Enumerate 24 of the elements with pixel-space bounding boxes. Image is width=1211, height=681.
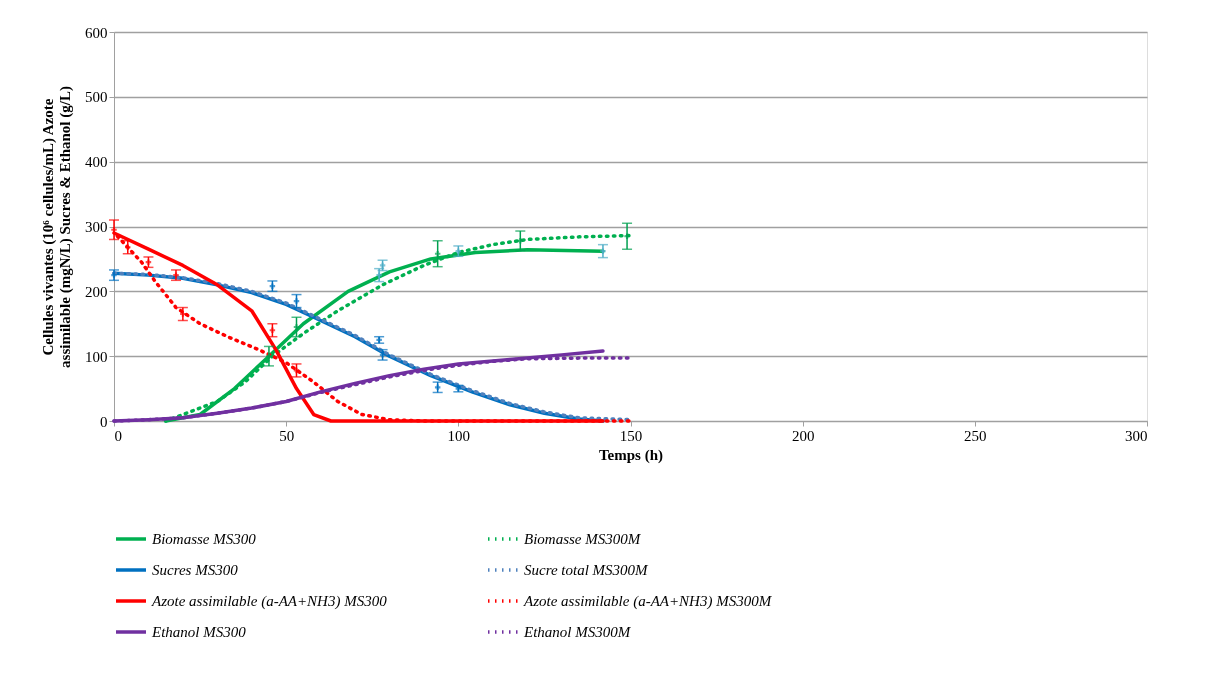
x-tick-label: 300 xyxy=(1125,427,1148,444)
y-tick-label: 600 xyxy=(85,24,108,41)
legend-label: Biomasse MS300M xyxy=(524,531,642,547)
legend-label: Azote assimilable (a-AA+NH3) MS300 xyxy=(151,593,388,610)
y-axis-title: Cellules vivantes (10⁶ cellules/mL) Azote assimilable (mgN/L) Sucres & Ethanol (g/L) xyxy=(40,86,74,368)
x-tick-label: 250 xyxy=(964,427,987,444)
y-tick-label: 0 xyxy=(100,413,108,430)
y-tick-label: 500 xyxy=(85,89,108,106)
legend-label: Ethanol MS300 xyxy=(151,624,247,640)
legend-label: Sucre total MS300M xyxy=(524,562,650,578)
x-tick-label: 0 xyxy=(114,427,122,444)
legend-label: Sucres MS300 xyxy=(152,562,239,578)
y-tick-label: 200 xyxy=(85,283,108,300)
y-tick-label: 400 xyxy=(85,154,108,171)
y-tick-label: 100 xyxy=(85,348,108,365)
y-tick-label: 300 xyxy=(85,219,108,235)
legend-label: Biomasse MS300 xyxy=(152,531,257,547)
x-tick-label: 100 xyxy=(447,427,471,444)
x-tick-label: 50 xyxy=(279,427,295,444)
x-tick-label: 150 xyxy=(619,427,643,444)
x-tick-label: 200 xyxy=(791,427,815,444)
legend-label: Azote assimilable (a-AA+NH3) MS300M xyxy=(523,593,773,610)
x-axis-title: Temps (h) xyxy=(598,446,664,464)
legend-label: Ethanol MS300M xyxy=(523,624,632,640)
